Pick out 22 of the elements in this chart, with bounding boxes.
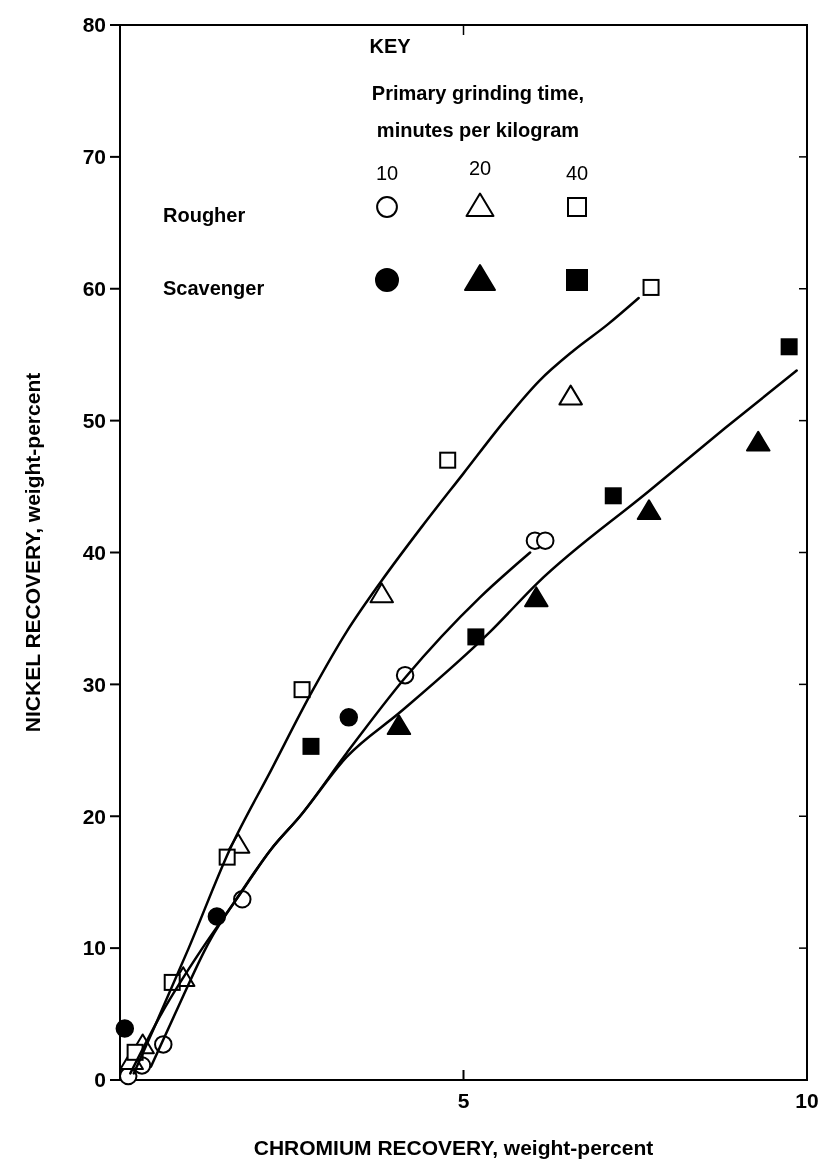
y-axis-title: NICKEL RECOVERY, weight-percent <box>21 372 44 733</box>
y-tick-label: 20 <box>82 804 106 828</box>
legend-item: 20 <box>464 157 496 291</box>
x-tick-label: 5 <box>457 1089 470 1112</box>
legend-item: 10 <box>375 162 399 292</box>
y-tick-label: 30 <box>82 672 106 696</box>
annotation: 20 <box>468 157 492 179</box>
legend-item: 40 <box>565 162 589 291</box>
annotation: Scavenger <box>163 277 265 299</box>
annotation: 10 <box>375 162 399 184</box>
legend-title: KEY <box>369 35 412 57</box>
y-tick-label: 80 <box>82 13 106 37</box>
y-tick-label: 40 <box>82 540 106 564</box>
y-tick-label: 60 <box>82 277 106 301</box>
annotation: Rougher <box>163 204 246 226</box>
y-tick-label: 70 <box>82 145 106 169</box>
y-tick-label: 50 <box>82 408 106 432</box>
y-tick-label: 0 <box>94 1068 106 1092</box>
x-axis-title: CHROMIUM RECOVERY, weight-percent <box>253 1136 654 1159</box>
annotation: Primary grinding time, minutes per kilogram <box>371 82 585 141</box>
y-tick-label: 10 <box>82 936 106 960</box>
annotation: 40 <box>565 162 589 184</box>
